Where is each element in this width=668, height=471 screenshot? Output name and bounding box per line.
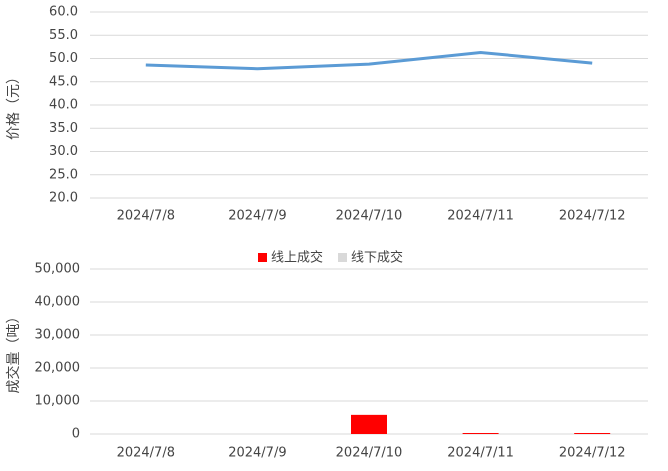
y-tick-label: 20,000	[35, 361, 81, 376]
y-tick-label: 40.0	[49, 98, 78, 113]
y-tick-label: 30.0	[49, 144, 78, 159]
y-tick-label: 40,000	[35, 295, 81, 310]
legend-swatch	[258, 253, 267, 262]
x-tick-label: 2024/7/10	[336, 209, 403, 224]
y-tick-label: 25.0	[49, 167, 78, 182]
y-tick-label: 35.0	[49, 121, 78, 136]
x-tick-label: 2024/7/11	[447, 446, 514, 461]
x-tick-label: 2024/7/12	[559, 209, 626, 224]
x-tick-label: 2024/7/10	[336, 446, 403, 461]
y-axis-label: 价格（元）	[6, 70, 22, 140]
y-tick-label: 10,000	[35, 394, 81, 409]
y-tick-label: 50.0	[49, 51, 78, 66]
bar	[574, 433, 611, 434]
x-tick-label: 2024/7/9	[228, 446, 286, 461]
y-tick-label: 30,000	[35, 328, 81, 343]
x-tick-label: 2024/7/9	[228, 209, 286, 224]
price-line	[145, 50, 593, 71]
legend-label: 线下成交	[351, 250, 403, 266]
bar	[351, 414, 387, 434]
y-tick-label: 0	[72, 427, 80, 442]
bar	[462, 433, 499, 434]
x-tick-label: 2024/7/8	[117, 209, 175, 224]
y-tick-label: 20.0	[49, 191, 78, 206]
y-tick-label: 50,000	[35, 262, 81, 277]
y-tick-label: 55.0	[49, 28, 78, 43]
x-tick-label: 2024/7/12	[559, 446, 626, 461]
legend-label: 线上成交	[271, 250, 323, 266]
y-axis-label: 成交量（吨）	[5, 310, 22, 394]
y-tick-label: 45.0	[49, 74, 78, 89]
x-tick-label: 2024/7/11	[447, 209, 514, 224]
legend-swatch	[338, 253, 347, 262]
y-tick-label: 60.0	[49, 5, 78, 20]
x-tick-label: 2024/7/8	[117, 446, 175, 461]
